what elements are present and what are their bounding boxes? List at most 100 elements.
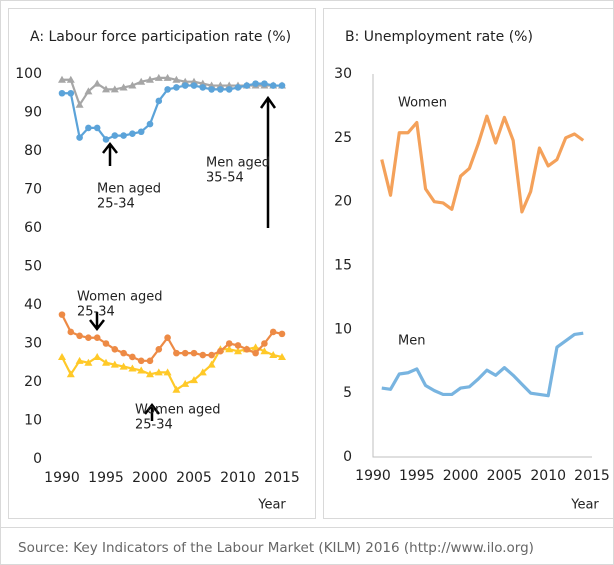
marker (154, 73, 163, 81)
x-tick-label: 2005 (176, 470, 212, 486)
y-tick-label: 15 (334, 258, 352, 274)
marker (198, 368, 207, 376)
marker (75, 356, 84, 364)
marker (190, 376, 198, 384)
marker (110, 85, 119, 93)
marker (199, 84, 207, 91)
arrows (89, 95, 277, 421)
marker (278, 352, 286, 360)
marker (261, 340, 268, 347)
marker (225, 86, 233, 93)
marker (181, 379, 190, 387)
marker (102, 85, 110, 93)
marker (155, 97, 163, 105)
marker (111, 132, 119, 139)
marker (146, 120, 154, 128)
y-tick-label: 50 (24, 259, 42, 275)
y-tick-label: 30 (24, 336, 42, 352)
marker (110, 360, 119, 368)
marker (119, 362, 128, 370)
marker (155, 345, 163, 353)
y-tick-label: 70 (24, 182, 42, 198)
marker (84, 87, 93, 95)
y-tick-label: 100 (15, 66, 42, 82)
marker (93, 334, 101, 342)
axis-lines (372, 74, 592, 458)
marker (119, 83, 128, 91)
marker (102, 136, 110, 143)
marker (58, 352, 66, 360)
marker (181, 349, 189, 357)
marker (234, 84, 242, 91)
marker (85, 124, 92, 132)
marker (102, 358, 110, 366)
marker (181, 82, 189, 89)
marker (76, 134, 83, 141)
marker (260, 347, 269, 355)
marker (93, 79, 102, 87)
marker (137, 366, 146, 374)
marker (84, 358, 93, 366)
marker (234, 347, 242, 355)
marker (243, 82, 251, 89)
marker (173, 84, 180, 91)
marker (137, 77, 146, 85)
marker (76, 332, 83, 340)
y-tick-label: 80 (24, 143, 42, 159)
annotation: Women aged (77, 290, 163, 305)
marker (163, 368, 172, 376)
marker (129, 130, 136, 137)
marker (225, 340, 233, 347)
marker (163, 73, 172, 81)
chart-title: B: Unemployment rate (%) (345, 29, 533, 45)
y-tick-label: 25 (334, 130, 352, 146)
marker (173, 349, 180, 357)
x-tick-label: 1995 (88, 470, 124, 486)
annotation: Men aged (97, 182, 161, 197)
marker (85, 334, 92, 342)
marker (269, 328, 277, 336)
x-tick-label: 1990 (44, 470, 80, 486)
x-tick-label: 1990 (355, 468, 391, 484)
marker (128, 364, 137, 372)
marker (278, 330, 286, 338)
marker (164, 86, 171, 93)
y-tick-label: 30 (334, 66, 352, 82)
series-line (380, 114, 585, 214)
marker (93, 124, 101, 132)
marker (111, 345, 119, 353)
marker (58, 311, 66, 318)
marker (129, 353, 136, 361)
annotation: Women aged (135, 403, 221, 418)
marker (67, 89, 75, 97)
panel-a (8, 8, 316, 519)
x-tick-label: 2005 (487, 468, 523, 484)
series-line (381, 331, 584, 398)
source: Source: Key Indicators of the Labour Mar… (18, 540, 534, 556)
marker (208, 351, 215, 359)
x-tick-label: 2010 (220, 470, 256, 486)
x-tick-label: 2010 (530, 468, 566, 484)
y-tick-label: 0 (343, 449, 352, 465)
marker (128, 81, 137, 89)
chart-title: A: Labour force participation rate (%) (30, 29, 291, 45)
x-tick-label: 2000 (132, 470, 168, 486)
marker (66, 370, 75, 378)
x-tick-label: 2015 (574, 468, 610, 484)
marker (234, 342, 242, 349)
annotation: Men aged (206, 156, 270, 171)
y-tick-label: 20 (24, 374, 42, 390)
y-tick-label: 0 (33, 451, 42, 467)
y-tick-label: 40 (24, 297, 42, 313)
y-tick-label: 10 (334, 321, 352, 337)
annotation: 25-34 (135, 418, 173, 433)
y-tick-label: 10 (24, 413, 42, 429)
marker (190, 349, 198, 357)
x-tick-label: 2015 (264, 470, 300, 486)
marker (102, 340, 110, 347)
marker (225, 345, 234, 353)
y-tick-label: 20 (334, 194, 352, 210)
marker (66, 75, 75, 83)
y-tick-label: 60 (24, 220, 42, 236)
